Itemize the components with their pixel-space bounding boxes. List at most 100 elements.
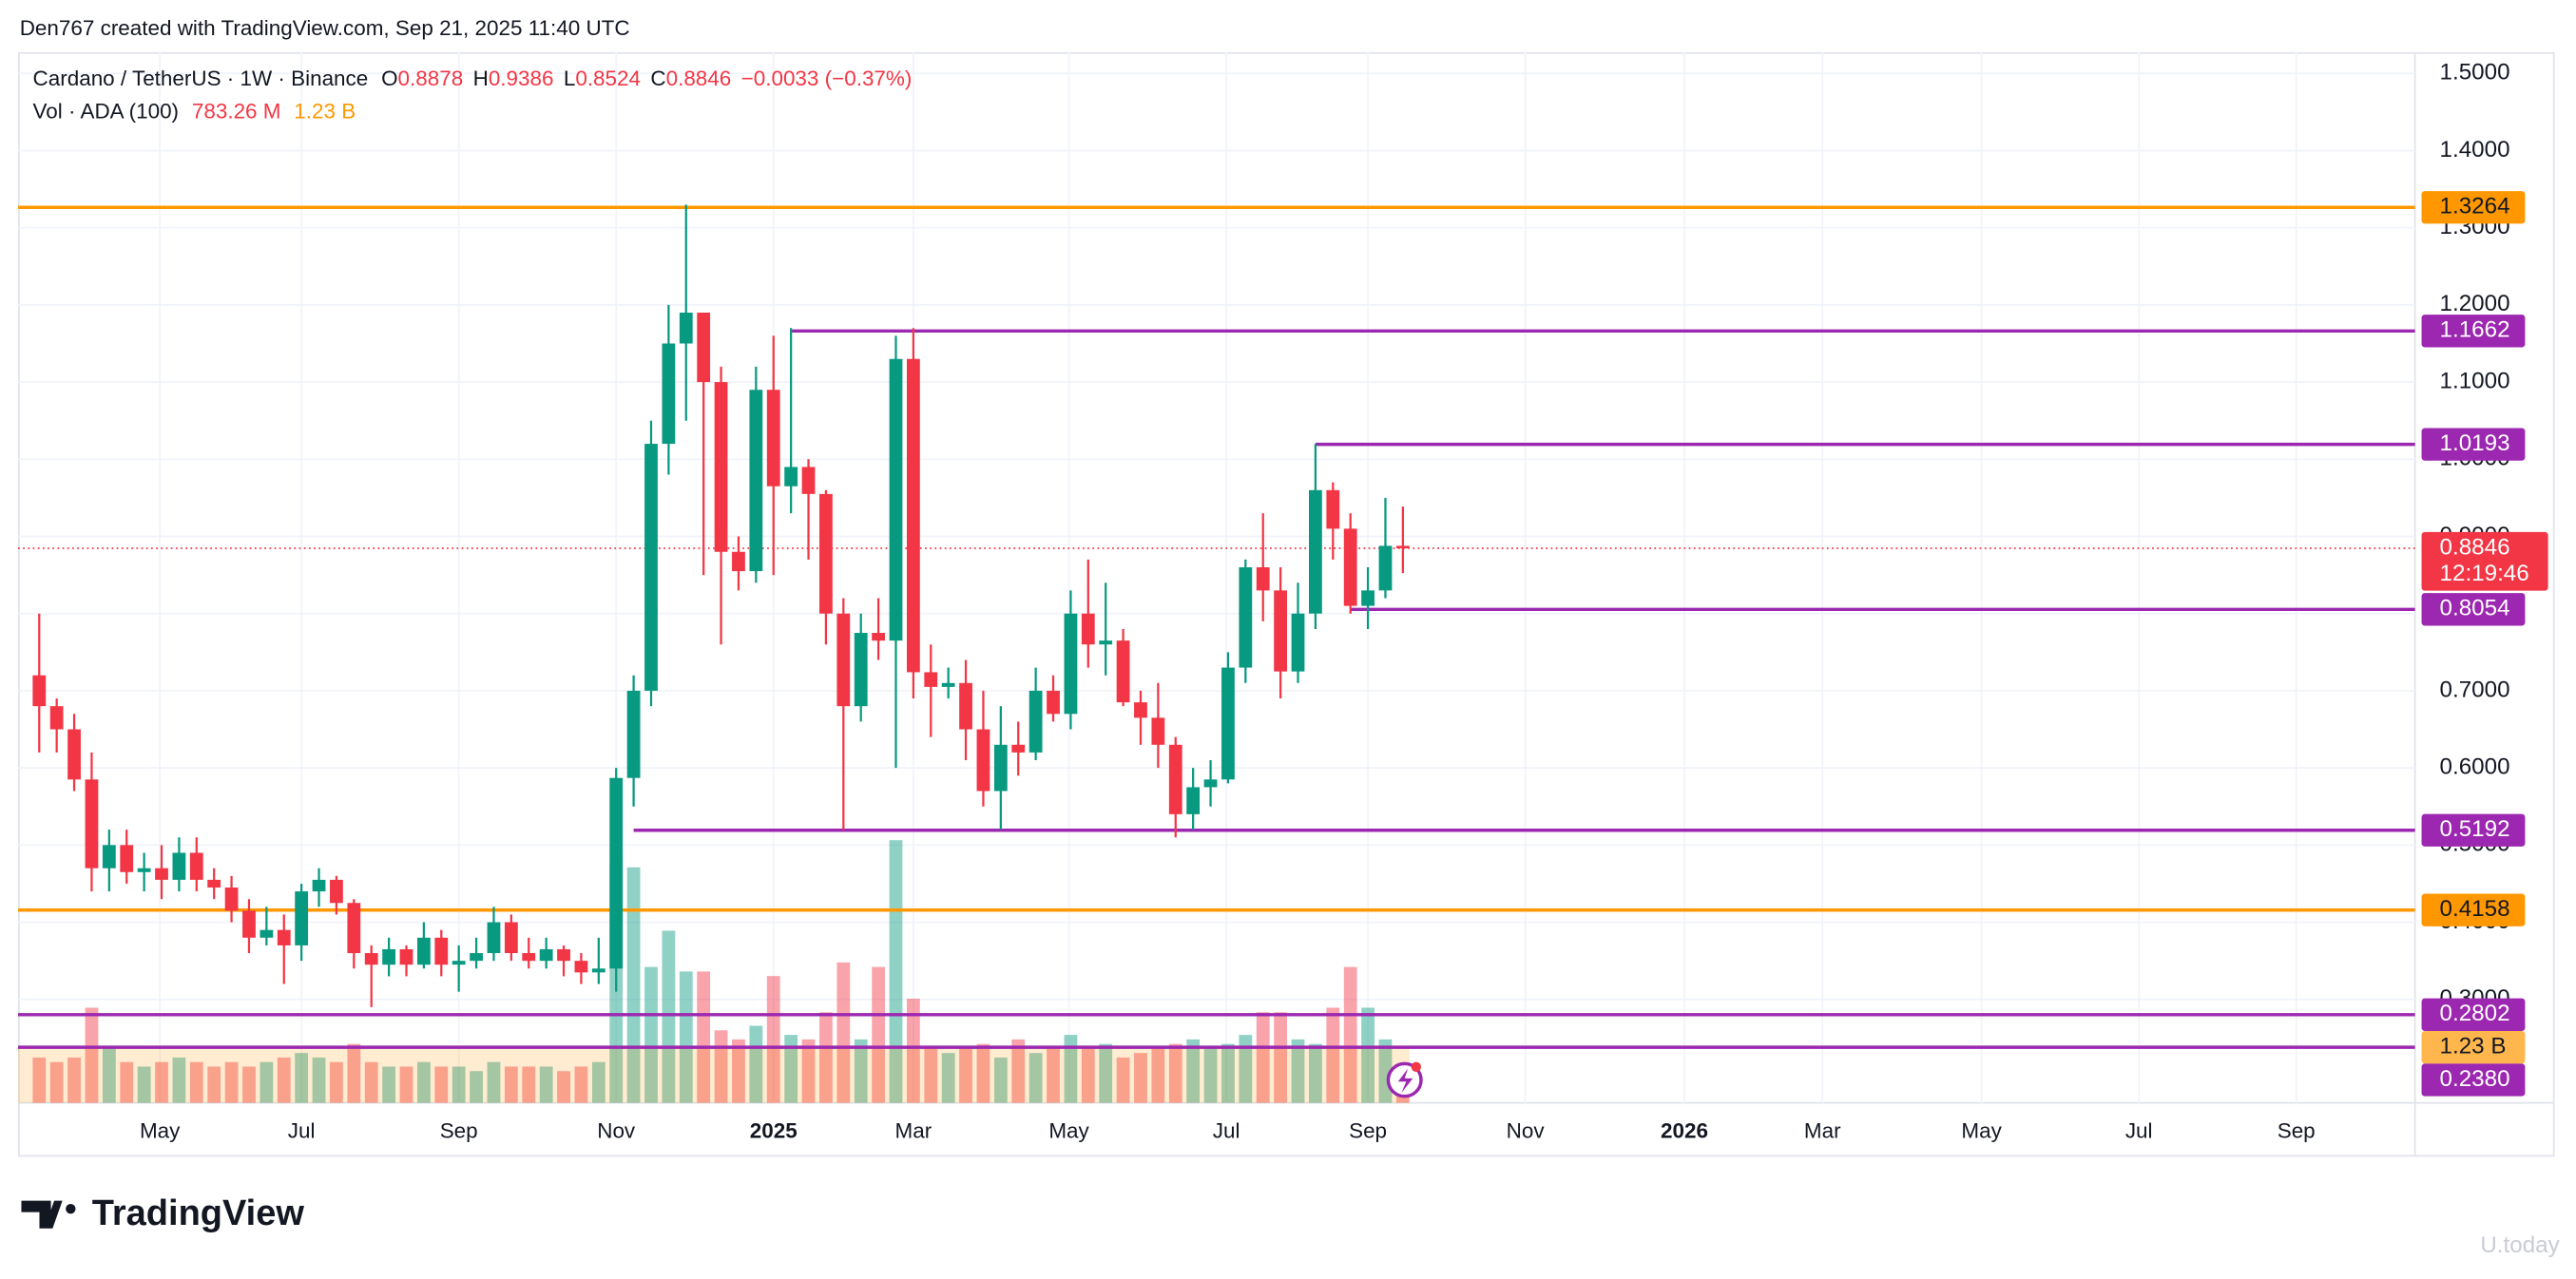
candle-body bbox=[1186, 787, 1201, 814]
volume-bar bbox=[644, 966, 658, 1103]
level-tag-label: 0.5192 bbox=[2440, 816, 2510, 842]
level-tag-label: 0.4158 bbox=[2440, 896, 2510, 922]
y-tick-label: 0.7000 bbox=[2440, 677, 2510, 702]
x-tick-label: Jul bbox=[1213, 1118, 1240, 1142]
candle-body bbox=[609, 777, 624, 969]
candle-body bbox=[872, 633, 885, 641]
volume-last: 783.26 M bbox=[192, 99, 281, 123]
candle-body bbox=[924, 672, 938, 687]
candle-body bbox=[434, 937, 449, 965]
volume-bar bbox=[224, 1061, 239, 1103]
candle-body bbox=[172, 852, 186, 880]
candle-body bbox=[854, 633, 868, 707]
ohlc-value: 0.9386 bbox=[489, 67, 554, 90]
volume-bar bbox=[32, 1057, 47, 1103]
candle-body bbox=[1291, 613, 1305, 672]
candle-body bbox=[801, 467, 816, 494]
candle-body bbox=[976, 729, 990, 792]
volume-bar bbox=[364, 1061, 378, 1103]
level-tag bbox=[2421, 1063, 2526, 1097]
candle-body bbox=[819, 493, 833, 614]
candle-body bbox=[364, 953, 378, 965]
candle-body bbox=[889, 358, 903, 641]
volume-ma-tag bbox=[2421, 1031, 2526, 1064]
candle-body bbox=[836, 613, 851, 707]
candle-body bbox=[1274, 590, 1288, 672]
candle-body bbox=[207, 879, 221, 888]
candle-body bbox=[714, 382, 728, 552]
candle-body bbox=[416, 937, 431, 965]
volume-bar bbox=[207, 1066, 221, 1103]
candle-body bbox=[102, 845, 116, 869]
volume-bar bbox=[1309, 1043, 1322, 1103]
volume-bar bbox=[1081, 1048, 1095, 1103]
x-tick-label: May bbox=[140, 1118, 181, 1142]
volume-bar bbox=[1134, 1053, 1147, 1103]
level-tag-label: 0.2802 bbox=[2440, 1001, 2510, 1026]
volume-bar bbox=[924, 1048, 938, 1103]
candles bbox=[32, 204, 1410, 1007]
volume-bar bbox=[470, 1071, 483, 1103]
volume-pane bbox=[18, 840, 1410, 1103]
ohlc-value: 0.8878 bbox=[398, 67, 464, 90]
volume-bar bbox=[1028, 1053, 1043, 1103]
candle-body bbox=[85, 779, 99, 869]
volume-bar bbox=[557, 1071, 570, 1103]
volume-bar bbox=[959, 1048, 972, 1103]
x-tick-label: Mar bbox=[1804, 1118, 1841, 1142]
volume-bar bbox=[49, 1061, 64, 1103]
candle-body bbox=[155, 868, 168, 880]
volume-bar bbox=[487, 1061, 501, 1103]
volume-bar bbox=[697, 971, 711, 1103]
volume-bar bbox=[1099, 1043, 1113, 1103]
level-tag bbox=[2421, 191, 2526, 224]
level-tag bbox=[2421, 315, 2526, 348]
candle-body bbox=[1134, 702, 1147, 718]
level-tag-label: 1.1662 bbox=[2440, 317, 2510, 343]
grid bbox=[18, 51, 2415, 1103]
volume-bar bbox=[434, 1066, 449, 1103]
candle-body bbox=[522, 953, 536, 962]
volume-bar bbox=[1221, 1043, 1235, 1103]
axes: May Jul Sep Nov 2025 Mar May Jul Sep Nov 2026 Mar Ma… bbox=[140, 60, 2510, 1143]
volume-bar bbox=[1291, 1039, 1305, 1103]
volume-bar bbox=[504, 1066, 518, 1103]
candle-body bbox=[697, 313, 711, 383]
candle-body bbox=[487, 922, 501, 954]
volume-bar bbox=[1256, 1012, 1270, 1103]
candle-body bbox=[1395, 545, 1410, 549]
volume-bar bbox=[749, 1025, 763, 1103]
volume-bar bbox=[574, 1066, 588, 1103]
x-tick-label: Jul bbox=[288, 1118, 316, 1142]
credit: Den767 created with TradingView.com, Sep… bbox=[20, 16, 630, 40]
level-tag bbox=[2421, 813, 2526, 847]
candle-body bbox=[959, 682, 972, 730]
volume-bar bbox=[277, 1057, 291, 1103]
candle-body bbox=[1081, 613, 1095, 645]
now-icon bbox=[1397, 1068, 1413, 1094]
volume-bar bbox=[347, 1043, 361, 1103]
candle-body bbox=[330, 879, 343, 904]
candle-body bbox=[626, 690, 641, 778]
candle-body bbox=[242, 910, 256, 938]
candle-body bbox=[382, 948, 396, 965]
volume-bar bbox=[382, 1066, 396, 1103]
y-tick-label: 1.1000 bbox=[2440, 369, 2510, 394]
volume-bar bbox=[1011, 1039, 1026, 1103]
candle-body bbox=[1309, 489, 1322, 614]
level-tag-label: 0.8054 bbox=[2440, 596, 2510, 621]
brand: TradingView bbox=[92, 1193, 305, 1233]
level-tag-label: 1.0193 bbox=[2440, 430, 2510, 456]
candle-body bbox=[644, 444, 658, 691]
volume-bar bbox=[1151, 1048, 1165, 1103]
x-tick-label: May bbox=[1961, 1118, 2002, 1142]
volume-title: Vol · ADA (100) bbox=[33, 99, 179, 123]
volume-bar bbox=[260, 1061, 274, 1103]
change: −0.0033 (−0.37%) bbox=[741, 67, 913, 90]
candle-body bbox=[679, 313, 693, 344]
volume-bar bbox=[295, 1053, 309, 1103]
x-tick-label: 2025 bbox=[750, 1118, 798, 1142]
candle-body bbox=[906, 358, 920, 673]
